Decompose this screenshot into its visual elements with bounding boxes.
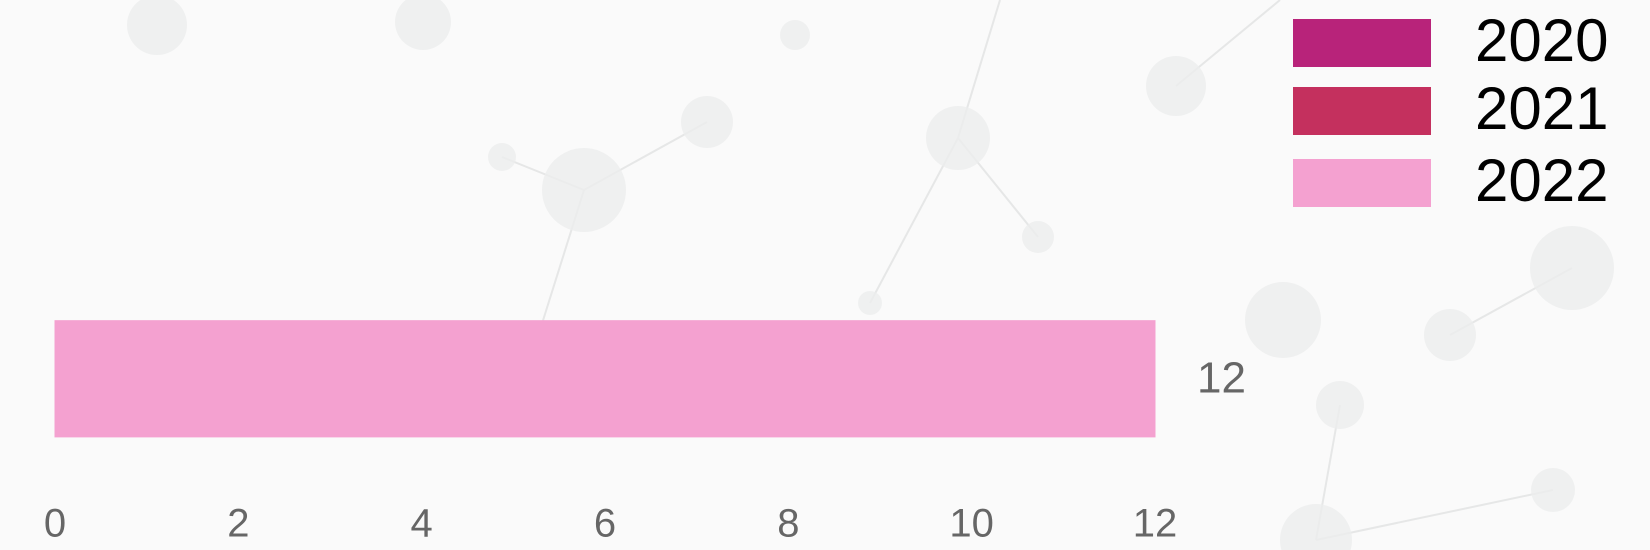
x-tick-label: 6 — [594, 502, 616, 546]
x-tick-label: 2 — [227, 502, 249, 546]
x-tick-label: 10 — [949, 502, 994, 546]
background-decoration — [127, 0, 1614, 550]
x-tick-label: 0 — [44, 502, 66, 546]
x-tick-label: 12 — [1133, 502, 1178, 546]
bar — [54, 320, 1156, 438]
legend-swatch — [1293, 87, 1431, 135]
x-tick-label: 4 — [411, 502, 433, 546]
legend-label: 2020 — [1475, 7, 1608, 74]
x-tick-label: 8 — [777, 502, 799, 546]
legend-label: 2022 — [1475, 147, 1608, 214]
legend-swatch — [1293, 159, 1431, 207]
legend-label: 2021 — [1475, 75, 1608, 142]
legend-swatch — [1293, 19, 1431, 67]
data-label: 12 — [1197, 353, 1246, 402]
